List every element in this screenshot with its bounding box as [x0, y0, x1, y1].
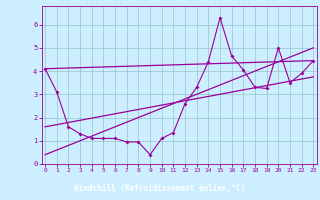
Text: Windchill (Refroidissement éolien,°C): Windchill (Refroidissement éolien,°C) — [75, 184, 245, 193]
